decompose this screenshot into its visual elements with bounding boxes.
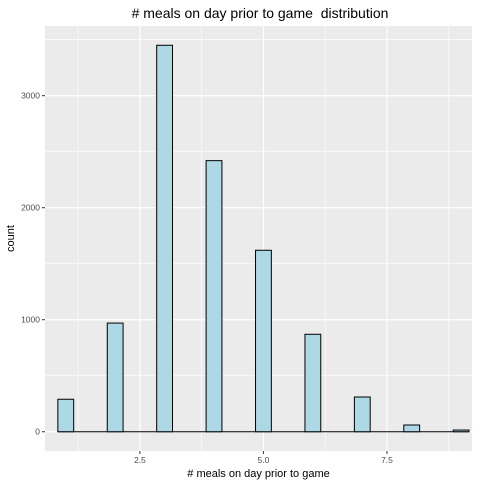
x-axis-ticks: 2.5 5.0 7.5 xyxy=(134,451,393,465)
bar xyxy=(304,333,322,433)
y-tick-label: 0 xyxy=(35,427,40,437)
bar xyxy=(106,322,124,433)
bar xyxy=(452,429,470,433)
bar xyxy=(156,44,174,433)
y-tick-label: 2000 xyxy=(21,203,40,213)
y-tick-label: 3000 xyxy=(21,91,40,101)
x-tick-label: 7.5 xyxy=(381,455,393,465)
bar xyxy=(205,160,223,433)
bar xyxy=(353,396,371,433)
x-axis-label: # meals on day prior to game xyxy=(187,468,329,480)
bar xyxy=(403,424,421,433)
x-tick-label: 5.0 xyxy=(258,455,270,465)
y-axis-ticks: 0 1000 2000 3000 xyxy=(21,91,45,437)
x-tick-label: 2.5 xyxy=(134,455,146,465)
bars xyxy=(57,44,470,433)
y-tick-label: 1000 xyxy=(21,315,40,325)
chart-title: # meals on day prior to game distributio… xyxy=(131,5,389,21)
bar xyxy=(57,398,75,433)
y-axis-label: count xyxy=(5,225,17,252)
bar xyxy=(255,249,272,433)
